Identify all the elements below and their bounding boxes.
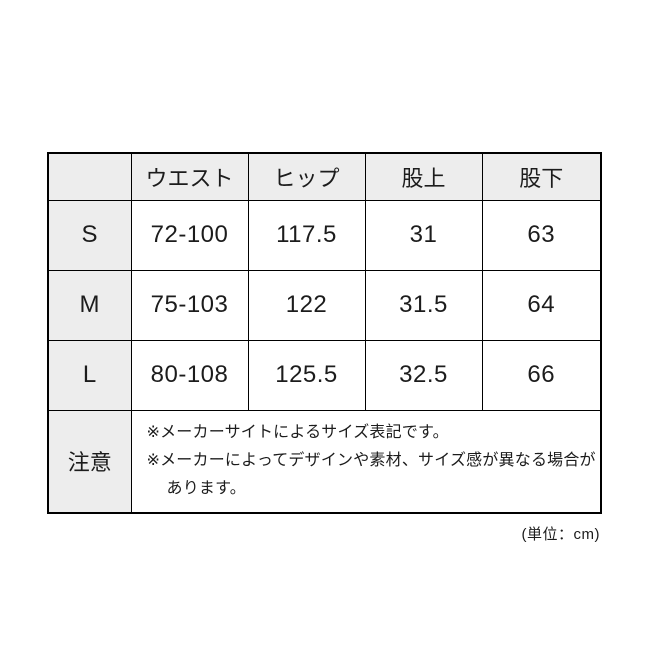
- note-line-2: ※メーカーによってデザインや素材、サイズ感が異なる場合が: [146, 452, 596, 470]
- row-label-s: S: [47, 199, 132, 271]
- cell-l-waist: 80-108: [130, 339, 249, 411]
- row-label-l: L: [47, 339, 132, 411]
- cell-l-rise: 32.5: [364, 339, 483, 411]
- row-label-m: M: [47, 269, 132, 341]
- note-label: 注意: [47, 409, 132, 514]
- cell-l-inseam: 66: [481, 339, 602, 411]
- header-row: ウエスト ヒップ 股上 股下: [47, 152, 602, 201]
- cell-s-inseam: 63: [481, 199, 602, 271]
- table-row-s: S 72-100 117.5 31 63: [47, 199, 602, 271]
- col-header-hip: ヒップ: [247, 152, 366, 201]
- corner-cell: [47, 152, 132, 201]
- cell-m-rise: 31.5: [364, 269, 483, 341]
- cell-s-rise: 31: [364, 199, 483, 271]
- size-chart-table: ウエスト ヒップ 股上 股下 S 72-100 117.5 31 63 M 75…: [47, 152, 602, 514]
- note-row: 注意 ※メーカーサイトによるサイズ表記です。 ※メーカーによってデザインや素材、…: [47, 409, 602, 514]
- cell-s-waist: 72-100: [130, 199, 249, 271]
- cell-s-hip: 117.5: [247, 199, 366, 271]
- cell-m-inseam: 64: [481, 269, 602, 341]
- table-row-l: L 80-108 125.5 32.5 66: [47, 339, 602, 411]
- unit-label: (単位：cm): [521, 526, 600, 543]
- col-header-rise: 股上: [364, 152, 483, 201]
- cell-m-waist: 75-103: [130, 269, 249, 341]
- col-header-inseam: 股下: [481, 152, 602, 201]
- table-row-m: M 75-103 122 31.5 64: [47, 269, 602, 341]
- cell-l-hip: 125.5: [247, 339, 366, 411]
- size-chart-container: ウエスト ヒップ 股上 股下 S 72-100 117.5 31 63 M 75…: [47, 152, 602, 544]
- col-header-waist: ウエスト: [130, 152, 249, 201]
- note-cell: ※メーカーサイトによるサイズ表記です。 ※メーカーによってデザインや素材、サイズ…: [130, 409, 602, 514]
- note-line-3: あります。: [166, 480, 246, 498]
- note-line-1: ※メーカーサイトによるサイズ表記です。: [146, 424, 449, 442]
- cell-m-hip: 122: [247, 269, 366, 341]
